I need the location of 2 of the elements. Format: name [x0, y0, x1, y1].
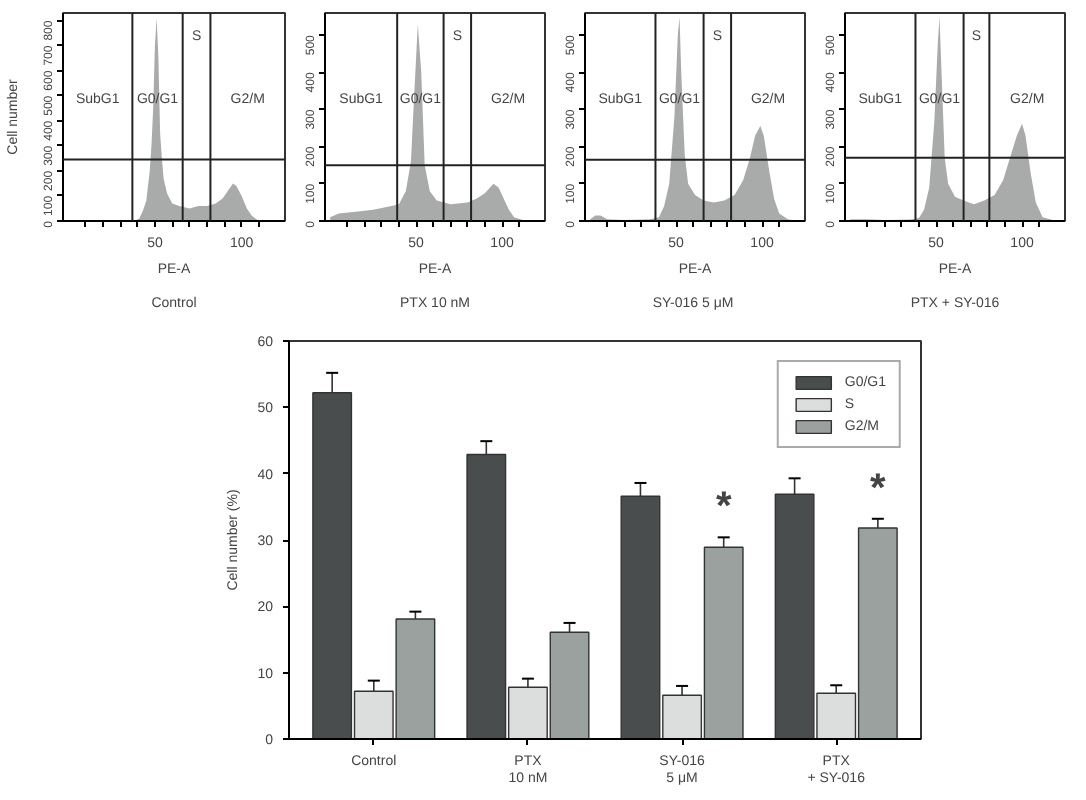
annotation: *	[715, 485, 732, 530]
annotation: *	[870, 466, 887, 511]
